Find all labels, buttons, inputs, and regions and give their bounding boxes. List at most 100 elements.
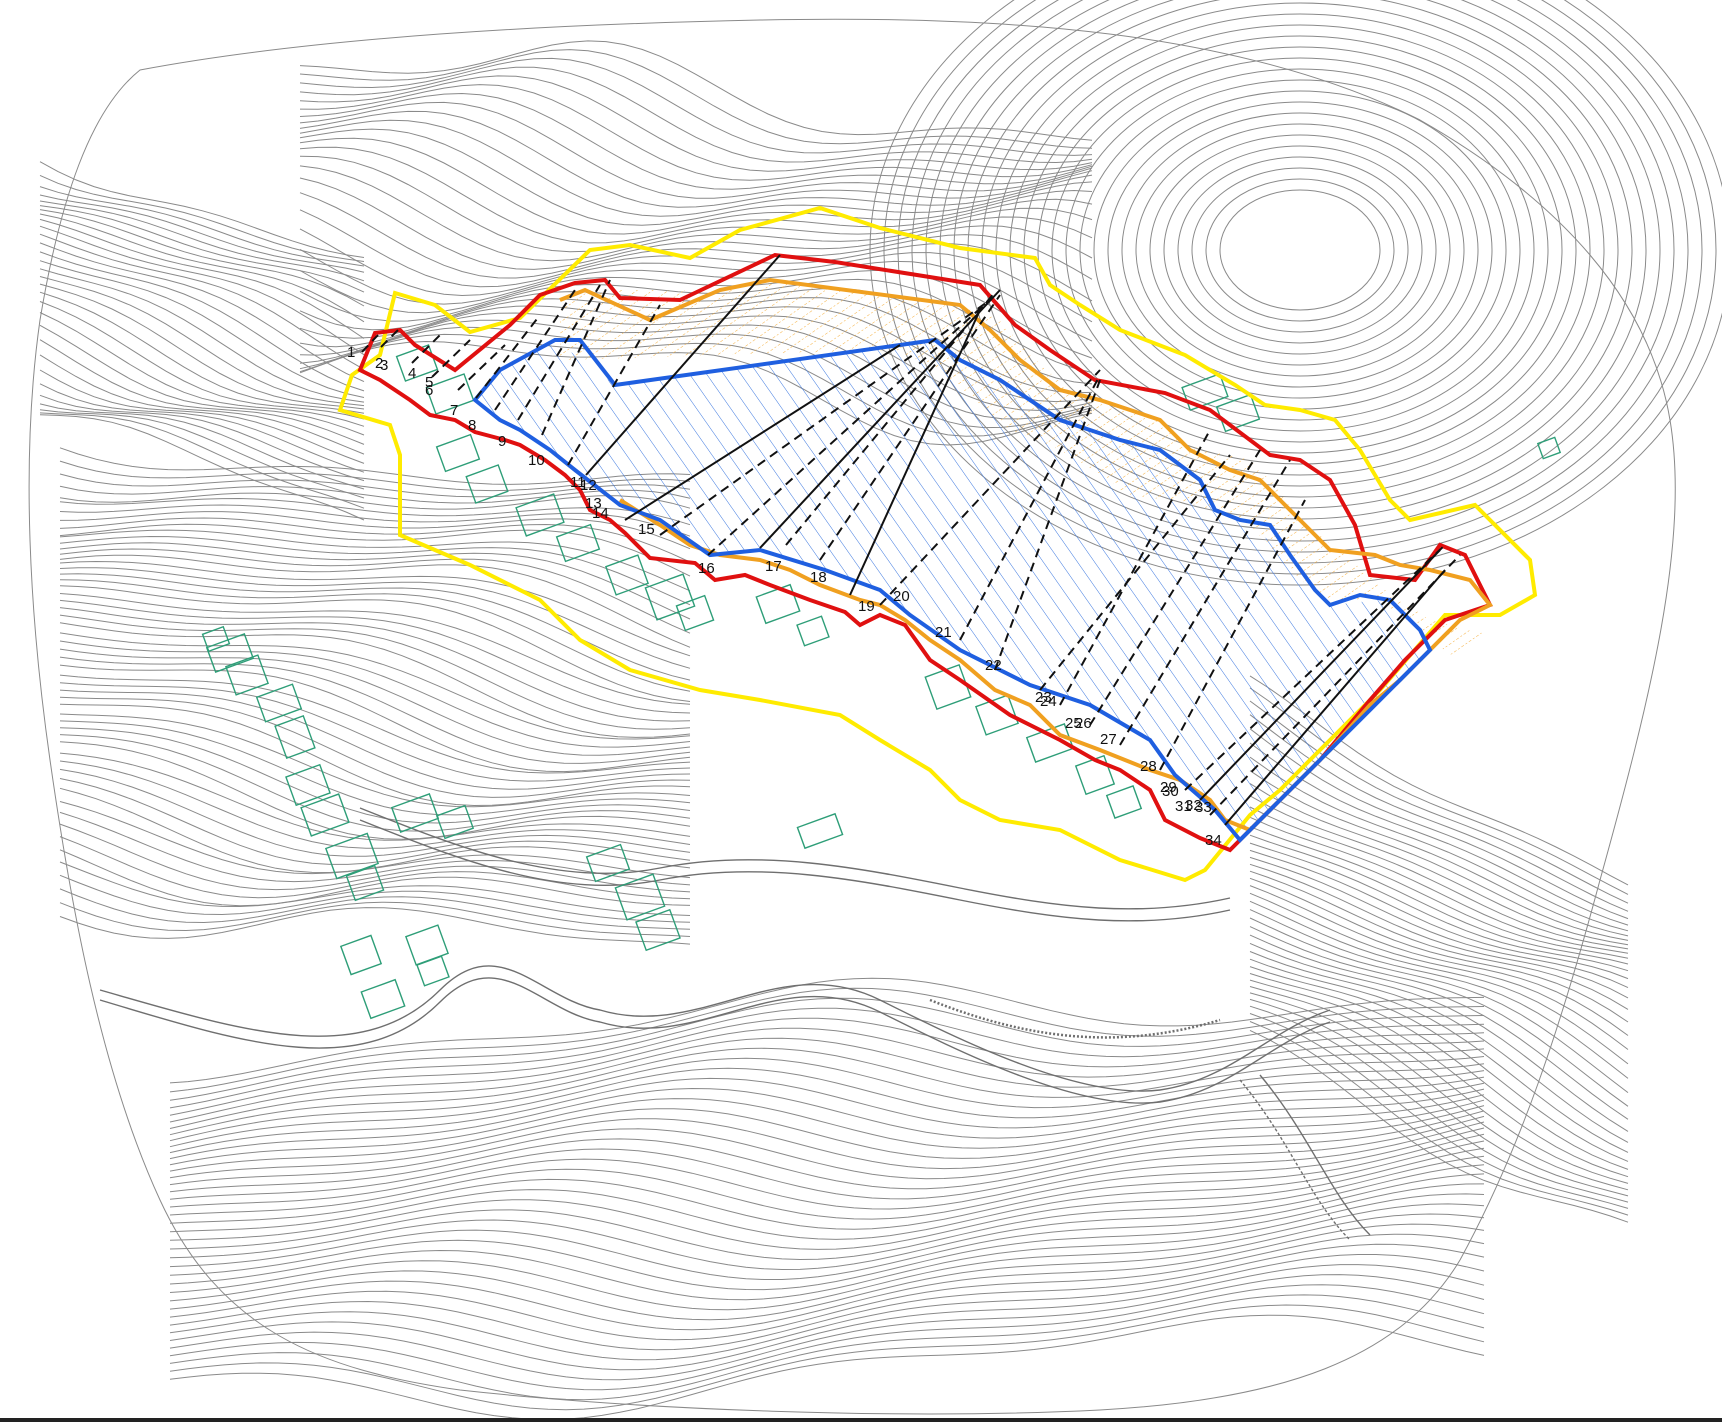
contour-line <box>59 734 691 832</box>
contour-line <box>169 1017 1485 1116</box>
contour-line <box>169 1105 1485 1186</box>
contour-line <box>1249 863 1629 999</box>
contour-line <box>59 787 691 874</box>
contour-line <box>1249 783 1629 941</box>
section-label: 9 <box>498 433 506 450</box>
contour-line <box>1249 973 1629 1170</box>
contour-line <box>59 689 691 790</box>
contour-line <box>1163 145 1437 355</box>
building <box>255 683 303 723</box>
contour-line <box>39 218 365 339</box>
contour-line <box>59 727 691 824</box>
section-label: 7 <box>450 402 458 419</box>
section-label: 5 <box>425 374 433 391</box>
section-line <box>879 369 1101 606</box>
contour-line <box>1249 1021 1629 1216</box>
contour-line <box>169 1164 1485 1271</box>
contour-line <box>59 554 691 648</box>
building <box>300 793 350 837</box>
contour-line <box>1249 856 1629 989</box>
section-label: 34 <box>1205 832 1222 849</box>
section-label: 21 <box>935 624 952 641</box>
contour-line <box>169 1094 1485 1172</box>
contour-line <box>169 1233 1485 1341</box>
section-label: 10 <box>528 452 545 469</box>
building <box>390 793 440 833</box>
section-line <box>994 379 1101 671</box>
section-line <box>1199 549 1441 801</box>
contour-line <box>1249 728 1629 920</box>
contour-line <box>59 696 691 798</box>
contour-line <box>299 75 1093 172</box>
contour-line <box>39 233 365 370</box>
building <box>555 523 601 563</box>
contour-line <box>169 977 1485 1084</box>
section-label: 32 <box>1185 797 1202 814</box>
contour-line <box>39 291 365 414</box>
section-line <box>380 329 399 348</box>
section-label: 20 <box>893 588 910 605</box>
contour-line <box>169 1007 1485 1109</box>
contour-line <box>169 1147 1485 1250</box>
contour-line <box>169 1193 1485 1301</box>
section-label: 2 <box>375 355 383 372</box>
contour-line <box>59 823 691 893</box>
contour-line <box>299 165 1093 262</box>
building <box>1105 785 1143 819</box>
contour-line <box>59 579 691 692</box>
contour-line <box>28 18 1676 1415</box>
section-label: 25 <box>1065 715 1082 732</box>
section-line <box>567 304 661 466</box>
section-line <box>785 291 996 546</box>
contour-line <box>1249 885 1629 1036</box>
section-line <box>1039 454 1231 691</box>
contour-line <box>1249 917 1629 1093</box>
contour-line <box>59 888 691 930</box>
contour-line <box>169 1047 1485 1136</box>
contour-line <box>169 1173 1485 1280</box>
contour-line <box>39 268 365 403</box>
contour-line <box>59 460 691 492</box>
building <box>924 663 972 711</box>
building <box>644 573 696 621</box>
contour-line <box>59 674 691 774</box>
contour-line <box>1249 951 1629 1143</box>
building <box>755 583 801 625</box>
contour-line <box>1249 979 1629 1178</box>
section-label: 26 <box>1075 715 1092 732</box>
contour-line <box>1249 870 1629 1010</box>
roads <box>99 807 1371 1241</box>
contour-line <box>299 137 1093 235</box>
contour-line <box>59 632 691 740</box>
boundary-red <box>357 252 1493 853</box>
contour-line <box>39 209 365 307</box>
contour-line <box>39 205 365 293</box>
section-line <box>1089 449 1261 726</box>
building <box>435 433 481 473</box>
contour-line <box>299 40 1093 141</box>
contour-line <box>59 542 691 620</box>
contour-line <box>39 339 365 445</box>
section-line <box>1159 499 1306 771</box>
contour-line <box>169 1027 1485 1123</box>
contour-line <box>1205 178 1395 322</box>
section-line <box>494 289 576 411</box>
building <box>585 843 631 883</box>
section-line <box>457 344 506 391</box>
building <box>201 625 231 653</box>
contour-line <box>169 1254 1485 1361</box>
building <box>285 763 331 807</box>
contour-line <box>59 741 691 840</box>
contour-line <box>299 192 1093 280</box>
contour-line <box>39 213 365 323</box>
contour-line <box>169 1183 1485 1291</box>
buildings <box>201 344 1562 1020</box>
contour-line <box>59 752 691 841</box>
contour-line <box>59 497 691 526</box>
contour-line <box>1191 167 1409 333</box>
blue-zone <box>475 340 1430 840</box>
section-label: 8 <box>468 417 476 434</box>
contour-line <box>169 1284 1485 1391</box>
